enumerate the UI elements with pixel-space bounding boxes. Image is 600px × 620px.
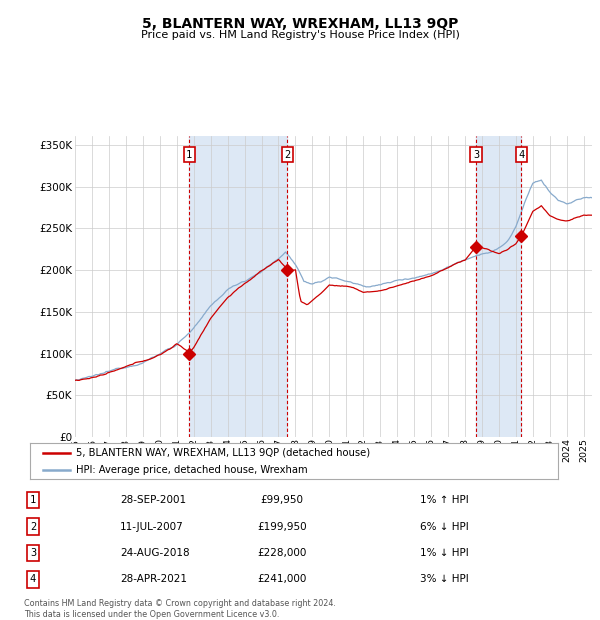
Text: 4: 4 bbox=[518, 150, 524, 160]
Text: £99,950: £99,950 bbox=[260, 495, 304, 505]
Text: 3: 3 bbox=[473, 150, 479, 160]
Text: 5, BLANTERN WAY, WREXHAM, LL13 9QP (detached house): 5, BLANTERN WAY, WREXHAM, LL13 9QP (deta… bbox=[76, 448, 371, 458]
Text: 28-APR-2021: 28-APR-2021 bbox=[120, 574, 187, 585]
Text: £228,000: £228,000 bbox=[257, 548, 307, 558]
Text: 11-JUL-2007: 11-JUL-2007 bbox=[120, 521, 184, 531]
Text: 1: 1 bbox=[30, 495, 36, 505]
Text: 3% ↓ HPI: 3% ↓ HPI bbox=[420, 574, 469, 585]
Text: 5, BLANTERN WAY, WREXHAM, LL13 9QP: 5, BLANTERN WAY, WREXHAM, LL13 9QP bbox=[142, 17, 458, 32]
Text: 1: 1 bbox=[186, 150, 193, 160]
Text: 24-AUG-2018: 24-AUG-2018 bbox=[120, 548, 190, 558]
Text: 2: 2 bbox=[30, 521, 36, 531]
Text: 6% ↓ HPI: 6% ↓ HPI bbox=[420, 521, 469, 531]
Text: 28-SEP-2001: 28-SEP-2001 bbox=[120, 495, 186, 505]
Bar bbox=[476, 136, 521, 437]
Text: HPI: Average price, detached house, Wrexham: HPI: Average price, detached house, Wrex… bbox=[76, 465, 308, 475]
Text: £241,000: £241,000 bbox=[257, 574, 307, 585]
Text: £199,950: £199,950 bbox=[257, 521, 307, 531]
Bar bbox=[189, 136, 287, 437]
Text: Price paid vs. HM Land Registry's House Price Index (HPI): Price paid vs. HM Land Registry's House … bbox=[140, 30, 460, 40]
Text: Contains HM Land Registry data © Crown copyright and database right 2024.
This d: Contains HM Land Registry data © Crown c… bbox=[24, 600, 336, 619]
Text: 1% ↓ HPI: 1% ↓ HPI bbox=[420, 548, 469, 558]
Text: 1% ↑ HPI: 1% ↑ HPI bbox=[420, 495, 469, 505]
Text: 2: 2 bbox=[284, 150, 290, 160]
Text: 3: 3 bbox=[30, 548, 36, 558]
Text: 4: 4 bbox=[30, 574, 36, 585]
